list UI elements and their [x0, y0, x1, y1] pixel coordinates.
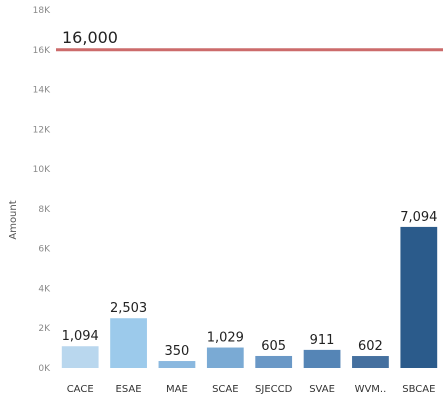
x-tick-label: SVAE [309, 384, 335, 395]
data-label: 350 [165, 344, 190, 359]
y-tick-label: 4K [38, 284, 51, 294]
y-axis-title: Amount [8, 200, 19, 239]
data-label: 2,503 [110, 301, 147, 316]
y-tick-label: 6K [38, 245, 51, 255]
y-tick-label: 16K [33, 46, 51, 56]
data-labels: 1,094 2,503 350 1,029 605 911 602 7,094 [62, 210, 438, 359]
y-tick-label: 2K [38, 324, 51, 334]
bar-cace[interactable] [61, 346, 99, 368]
y-tick-label: 0K [38, 364, 51, 374]
data-label: 1,094 [62, 329, 99, 344]
x-tick-label: MAE [166, 384, 188, 395]
bar-sbcae[interactable] [400, 226, 438, 368]
bars [61, 226, 438, 368]
x-tick-label: ESAE [116, 384, 142, 395]
y-tick-label: 12K [33, 125, 51, 135]
bar-esae[interactable] [110, 318, 147, 368]
x-axis: CACE ESAE MAE SCAE SJECCD SVAE WVM.. SBCAE [67, 384, 436, 395]
bar-mae[interactable] [158, 361, 196, 368]
data-label: 602 [358, 339, 383, 354]
x-tick-label: SBCAE [402, 384, 435, 395]
y-axis: 0K 2K 4K 6K 8K 10K 12K 14K 16K 18K [33, 6, 51, 374]
x-tick-label: CACE [67, 384, 94, 395]
data-label: 1,029 [207, 331, 244, 346]
bar-scae[interactable] [206, 347, 244, 368]
data-label: 911 [310, 333, 335, 348]
data-label: 605 [261, 339, 286, 354]
data-label: 7,094 [400, 210, 437, 225]
y-tick-label: 8K [38, 205, 51, 215]
bar-sjeccd[interactable] [255, 355, 293, 368]
reference-line-label: 16,000 [62, 28, 118, 47]
y-tick-label: 14K [33, 86, 51, 96]
x-tick-label: SJECCD [255, 384, 293, 395]
x-tick-label: WVM.. [355, 384, 387, 395]
y-tick-label: 18K [33, 6, 51, 16]
y-tick-label: 10K [33, 165, 51, 175]
reference-line-group: 16,000 [56, 28, 443, 52]
x-tick-label: SCAE [212, 384, 239, 395]
bar-svae[interactable] [303, 349, 341, 368]
bar-wvm[interactable] [352, 356, 389, 368]
